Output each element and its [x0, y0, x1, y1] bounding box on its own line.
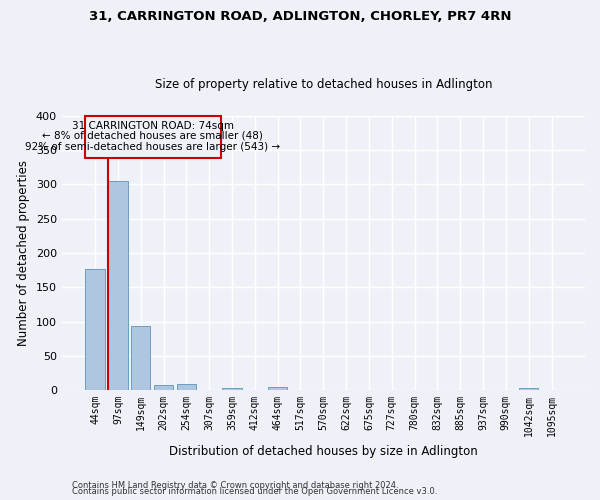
X-axis label: Distribution of detached houses by size in Adlington: Distribution of detached houses by size … — [169, 444, 478, 458]
Bar — [176, 384, 196, 390]
FancyBboxPatch shape — [85, 116, 221, 158]
Text: 31, CARRINGTON ROAD, ADLINGTON, CHORLEY, PR7 4RN: 31, CARRINGTON ROAD, ADLINGTON, CHORLEY,… — [89, 10, 511, 23]
Bar — [268, 388, 287, 390]
Text: 92% of semi-detached houses are larger (543) →: 92% of semi-detached houses are larger (… — [25, 142, 280, 152]
Y-axis label: Number of detached properties: Number of detached properties — [17, 160, 30, 346]
Bar — [131, 326, 151, 390]
Bar — [108, 181, 128, 390]
Bar — [85, 270, 105, 390]
Bar — [154, 384, 173, 390]
Text: ← 8% of detached houses are smaller (48): ← 8% of detached houses are smaller (48) — [42, 131, 263, 141]
Bar — [519, 388, 538, 390]
Text: Contains public sector information licensed under the Open Government Licence v3: Contains public sector information licen… — [72, 487, 437, 496]
Text: Contains HM Land Registry data © Crown copyright and database right 2024.: Contains HM Land Registry data © Crown c… — [72, 481, 398, 490]
Bar — [223, 388, 242, 390]
Text: 31 CARRINGTON ROAD: 74sqm: 31 CARRINGTON ROAD: 74sqm — [72, 122, 234, 132]
Title: Size of property relative to detached houses in Adlington: Size of property relative to detached ho… — [155, 78, 492, 91]
